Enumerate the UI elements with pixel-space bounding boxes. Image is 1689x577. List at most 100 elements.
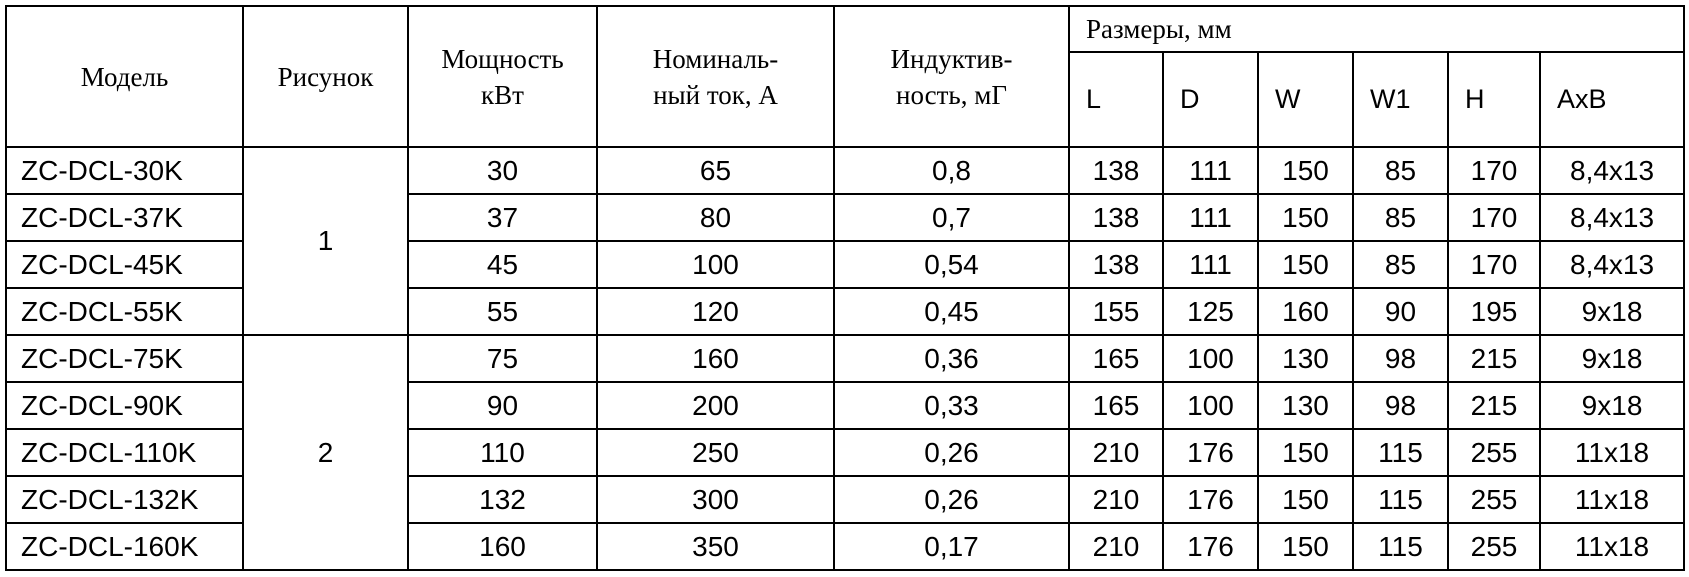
header-cell: Мощность кВт xyxy=(407,5,598,148)
header-cell: H xyxy=(1447,51,1541,148)
data-cell: 115 xyxy=(1352,522,1449,571)
header-line: Номиналь- xyxy=(652,43,779,74)
data-cell: 115 xyxy=(1352,428,1449,477)
model-cell: ZC-DCL-37K xyxy=(5,193,244,242)
data-cell: 138 xyxy=(1068,193,1164,242)
model-cell: ZC-DCL-90K xyxy=(5,381,244,430)
data-cell: 132 xyxy=(407,475,598,524)
data-cell: 150 xyxy=(1257,240,1354,289)
data-cell: 138 xyxy=(1068,240,1164,289)
data-cell: 170 xyxy=(1447,146,1541,195)
data-cell: 255 xyxy=(1447,428,1541,477)
table-row: ZC-DCL-37K 37 80 0,7 138 111 150 85 170 8,4x13 xyxy=(5,193,1686,242)
header-line: Индуктив- xyxy=(890,43,1013,74)
header-line: кВт xyxy=(481,79,524,110)
data-cell: 200 xyxy=(596,381,835,430)
data-cell: 150 xyxy=(1257,146,1354,195)
data-cell: 45 xyxy=(407,240,598,289)
table-row: ZC-DCL-30K 1 30 65 0,8 138 111 150 85 170 8,4x13 xyxy=(5,146,1686,336)
data-cell: 150 xyxy=(1257,522,1354,571)
data-cell: 100 xyxy=(596,240,835,289)
data-cell: 85 xyxy=(1352,146,1449,195)
data-cell: 100 xyxy=(1162,334,1259,383)
data-cell: 9x18 xyxy=(1538,287,1686,336)
data-cell: 30 xyxy=(407,146,598,195)
data-cell: 80 xyxy=(596,193,835,242)
model-cell: ZC-DCL-110K xyxy=(5,428,244,477)
data-cell: 170 xyxy=(1447,193,1541,242)
data-cell: 150 xyxy=(1257,428,1354,477)
data-cell: 250 xyxy=(596,428,835,477)
table-row: ZC-DCL-45K 45 100 0,54 138 111 150 85 170 8,4x13 xyxy=(5,240,1686,289)
data-cell: 160 xyxy=(596,334,835,383)
data-cell: 165 xyxy=(1068,381,1164,430)
header-cell: D xyxy=(1162,51,1259,148)
header-cell: Номиналь-ный ток, А xyxy=(596,5,835,148)
data-cell: 0,7 xyxy=(833,193,1070,242)
table-row: ZC-DCL-90K 90 200 0,33 165 100 130 98 215 9x18 xyxy=(5,381,1686,430)
data-cell: 215 xyxy=(1447,381,1541,430)
data-cell: 98 xyxy=(1352,334,1449,383)
data-cell: 98 xyxy=(1352,381,1449,430)
data-cell: 138 xyxy=(1068,146,1164,195)
data-cell: 0,45 xyxy=(833,287,1070,336)
data-cell: 90 xyxy=(1352,287,1449,336)
data-cell: 160 xyxy=(407,522,598,571)
table-row: ZC-DCL-55K 55 120 0,45 155 125 160 90 195 9x18 xyxy=(5,287,1686,336)
header-cell: W1 xyxy=(1352,51,1449,148)
data-cell: 0,33 xyxy=(833,381,1070,430)
header-cell: AxB xyxy=(1538,51,1686,148)
data-cell: 165 xyxy=(1068,334,1164,383)
data-cell: 300 xyxy=(596,475,835,524)
figure-cell: 1 xyxy=(242,146,409,336)
data-cell: 8,4x13 xyxy=(1538,240,1686,289)
data-cell: 125 xyxy=(1162,287,1259,336)
data-cell: 210 xyxy=(1068,428,1164,477)
header-cell: Индуктив-ность, мГ xyxy=(833,5,1070,148)
header-line: ность, мГ xyxy=(896,79,1007,110)
spec-table: Модель Рисунок Мощность кВт Номиналь-ный … xyxy=(5,5,1686,571)
data-cell: 0,8 xyxy=(833,146,1070,195)
data-cell: 120 xyxy=(596,287,835,336)
data-cell: 0,26 xyxy=(833,475,1070,524)
data-cell: 8,4x13 xyxy=(1538,193,1686,242)
data-cell: 75 xyxy=(407,334,598,383)
data-cell: 176 xyxy=(1162,475,1259,524)
data-cell: 65 xyxy=(596,146,835,195)
model-cell: ZC-DCL-45K xyxy=(5,240,244,289)
table-row: ZC-DCL-75K 2 75 160 0,36 165 100 130 98 215 9x18 xyxy=(5,334,1686,571)
data-cell: 155 xyxy=(1068,287,1164,336)
data-cell: 130 xyxy=(1257,381,1354,430)
header-cell: Рисунок xyxy=(242,5,409,148)
data-cell: 111 xyxy=(1162,240,1259,289)
data-cell: 350 xyxy=(596,522,835,571)
header-cell: W xyxy=(1257,51,1354,148)
data-cell: 0,36 xyxy=(833,334,1070,383)
header-line: ный ток, А xyxy=(653,79,778,110)
data-cell: 111 xyxy=(1162,146,1259,195)
data-cell: 9x18 xyxy=(1538,334,1686,383)
table-row: ZC-DCL-132K 132 300 0,26 210 176 150 115 255 11x1… xyxy=(5,475,1686,524)
header-cell: L xyxy=(1068,51,1164,148)
model-cell: ZC-DCL-75K xyxy=(5,334,244,383)
data-cell: 55 xyxy=(407,287,598,336)
data-cell: 176 xyxy=(1162,522,1259,571)
model-cell: ZC-DCL-30K xyxy=(5,146,244,195)
data-cell: 0,17 xyxy=(833,522,1070,571)
header-cell: Модель xyxy=(5,5,244,148)
data-cell: 150 xyxy=(1257,193,1354,242)
data-cell: 90 xyxy=(407,381,598,430)
data-cell: 195 xyxy=(1447,287,1541,336)
table-row: ZC-DCL-160K 160 350 0,17 210 176 150 115 255 11x1… xyxy=(5,522,1686,571)
data-cell: 170 xyxy=(1447,240,1541,289)
data-cell: 160 xyxy=(1257,287,1354,336)
data-cell: 37 xyxy=(407,193,598,242)
data-cell: 210 xyxy=(1068,522,1164,571)
data-cell: 85 xyxy=(1352,240,1449,289)
data-cell: 11x18 xyxy=(1538,522,1686,571)
data-cell: 85 xyxy=(1352,193,1449,242)
data-cell: 150 xyxy=(1257,475,1354,524)
data-cell: 176 xyxy=(1162,428,1259,477)
table-row: ZC-DCL-110K 110 250 0,26 210 176 150 115 255 11x1… xyxy=(5,428,1686,477)
